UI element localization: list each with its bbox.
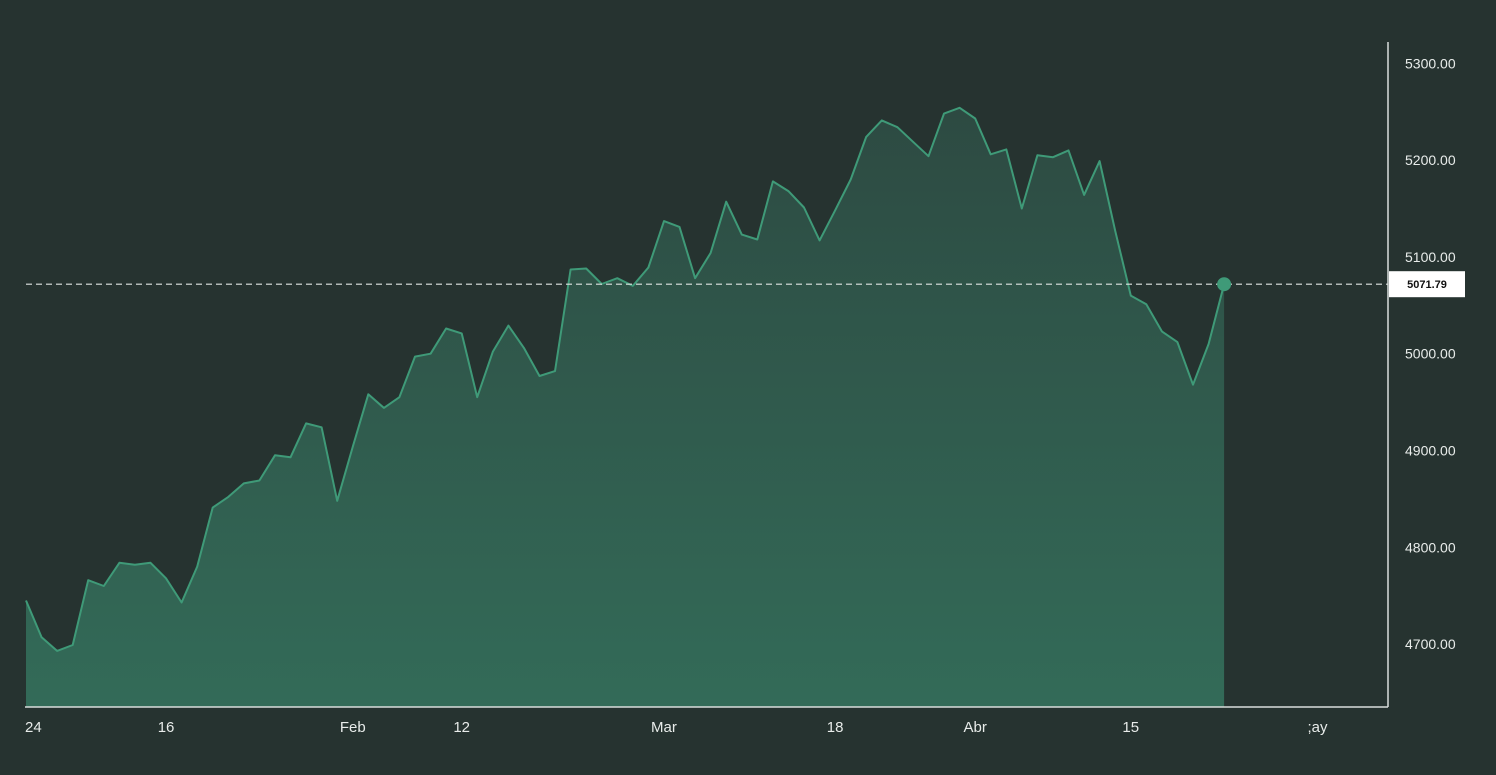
last-price-tag: 5071.79 xyxy=(1389,271,1465,298)
price-line xyxy=(25,106,1226,652)
x-tick-label: 16 xyxy=(158,719,175,736)
x-tick-label: Mar xyxy=(651,719,677,736)
y-tick-label: 5300.00 xyxy=(1405,55,1456,71)
y-tick-label: 4800.00 xyxy=(1405,539,1456,555)
price-area xyxy=(26,107,1225,708)
y-tick-label: 5100.00 xyxy=(1405,249,1456,265)
x-tick-label: 15 xyxy=(1122,719,1139,736)
y-tick-label: 4700.00 xyxy=(1405,636,1456,652)
y-tick-label: 4900.00 xyxy=(1405,442,1456,458)
x-tick-label: Feb xyxy=(340,719,366,736)
x-tick-label: 24 xyxy=(25,719,42,736)
x-axis-ticks: 24 16 Feb 12 Mar 18 Abr 15 ;ay xyxy=(25,719,1328,736)
last-price-label: 5071.79 xyxy=(1407,279,1447,291)
x-tick-label: ;ay xyxy=(1307,719,1328,736)
y-tick-label: 5200.00 xyxy=(1405,152,1456,168)
y-tick-label: 5000.00 xyxy=(1405,346,1456,362)
last-price-tag-box xyxy=(1389,271,1465,298)
x-tick-label: 18 xyxy=(827,719,844,736)
x-tick-label: 12 xyxy=(453,719,470,736)
last-price-marker[interactable] xyxy=(1217,277,1232,292)
y-axis-ticks: 5300.00 5200.00 5100.00 5000.00 4900.00 4800.… xyxy=(1405,55,1456,652)
x-tick-label: Abr xyxy=(963,719,986,736)
